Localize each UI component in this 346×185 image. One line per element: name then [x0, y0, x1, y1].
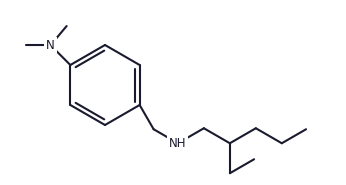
Text: N: N: [46, 39, 55, 52]
Text: NH: NH: [169, 137, 186, 150]
